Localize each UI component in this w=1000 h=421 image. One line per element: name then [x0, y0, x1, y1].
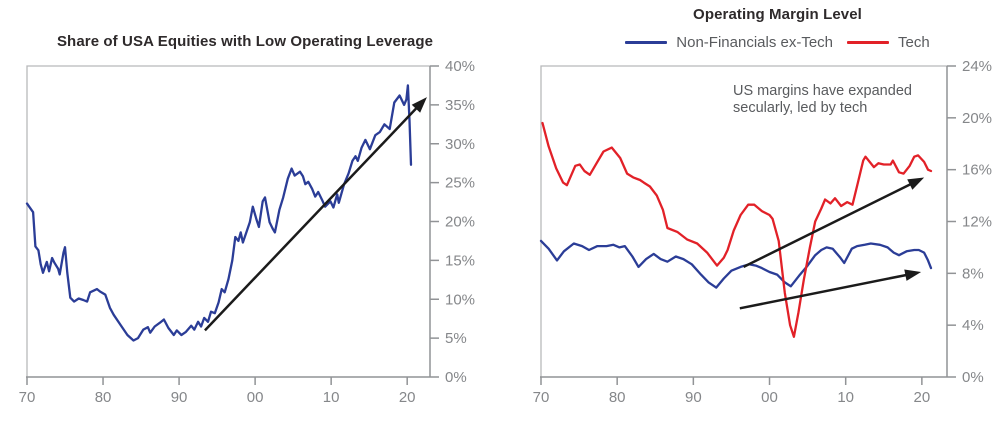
- y-tick-label: 8%: [962, 265, 984, 282]
- x-tick-label: 00: [247, 389, 264, 406]
- y-tick-label: 30%: [445, 136, 475, 153]
- legend-item-nonfinancials: Non-Financials ex-Tech: [625, 34, 833, 51]
- y-tick-label: 12%: [962, 214, 992, 231]
- y-tick-label: 16%: [962, 162, 992, 179]
- tech-line-swatch: [847, 40, 890, 44]
- y-tick-label: 25%: [445, 175, 475, 192]
- trend-arrow-head: [411, 97, 427, 113]
- y-tick-label: 40%: [445, 58, 475, 75]
- trend-arrow-shaft: [204, 105, 419, 332]
- trend-arrow-head: [904, 269, 922, 281]
- x-tick-label: 90: [685, 389, 702, 406]
- y-tick-label: 4%: [962, 317, 984, 334]
- x-tick-label: 20: [399, 389, 416, 406]
- y-tick-label: 15%: [445, 252, 475, 269]
- annotation-line-2: secularly, led by tech: [733, 100, 868, 116]
- x-tick-label: 80: [95, 389, 112, 406]
- y-tick-label: 24%: [962, 58, 992, 75]
- y-tick-label: 10%: [445, 291, 475, 308]
- y-tick-label: 35%: [445, 97, 475, 114]
- legend-label-nonfinancials: Non-Financials ex-Tech: [676, 33, 834, 51]
- left-chart-title: Share of USA Equities with Low Operating…: [56, 33, 434, 50]
- x-tick-label: 80: [609, 389, 626, 406]
- trend-arrow-head: [907, 177, 925, 190]
- non-financials-ex-tech-line: [539, 239, 933, 289]
- legend-item-tech: Tech: [847, 34, 930, 51]
- x-tick-label: 90: [171, 389, 188, 406]
- annotation-text: US margins have expanded secularly, led …: [733, 83, 912, 117]
- nonfinancials-line-swatch: [625, 40, 668, 44]
- tech-line: [541, 121, 933, 338]
- y-tick-label: 0%: [445, 369, 467, 386]
- x-tick-label: 70: [19, 389, 36, 406]
- trend-arrow-shaft: [743, 182, 914, 268]
- right-chart-title: Operating Margin Level: [693, 6, 862, 23]
- x-tick-label: 10: [837, 389, 854, 406]
- legend-label-tech: Tech: [898, 33, 930, 51]
- y-tick-label: 20%: [445, 214, 475, 231]
- y-tick-label: 5%: [445, 330, 467, 347]
- x-tick-label: 10: [323, 389, 340, 406]
- x-tick-label: 70: [533, 389, 550, 406]
- plot-frame: [26, 65, 430, 377]
- x-tick-label: 20: [914, 389, 931, 406]
- share-of-usa-equities-with-low-operating-leverage-line: [25, 84, 413, 342]
- annotation-line-1: US margins have expanded: [733, 83, 912, 99]
- x-tick-label: 00: [761, 389, 778, 406]
- trend-arrow-shaft: [739, 273, 909, 310]
- y-tick-label: 20%: [962, 110, 992, 127]
- legend: Non-Financials ex-Tech Tech: [545, 33, 1000, 51]
- plot-frame: [540, 65, 947, 377]
- y-tick-label: 0%: [962, 369, 984, 386]
